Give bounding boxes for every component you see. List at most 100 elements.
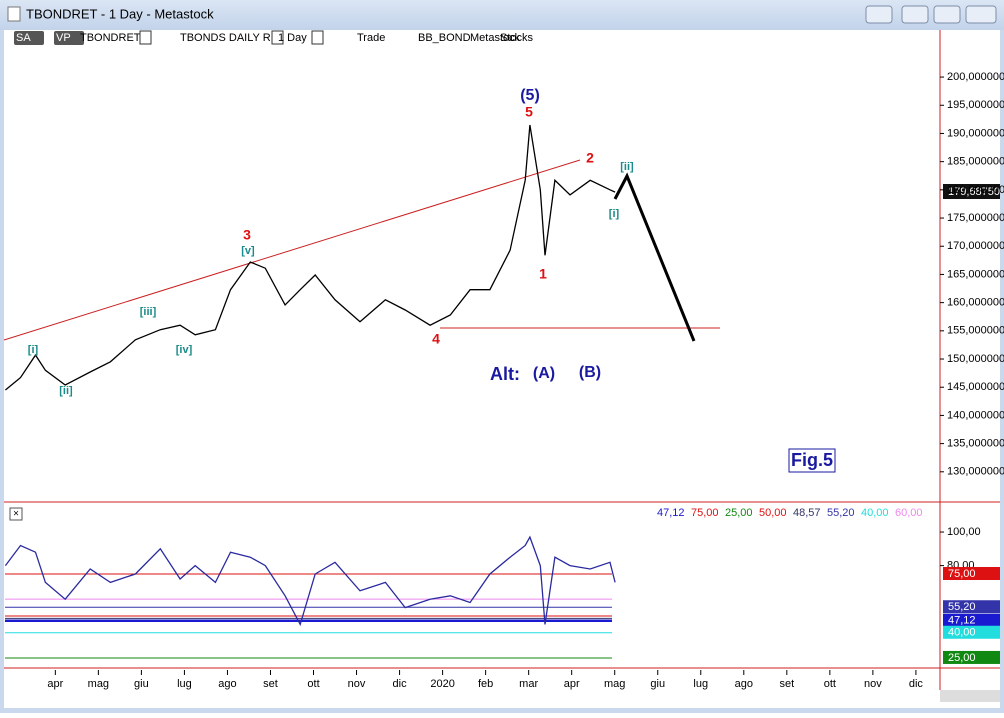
legend-value: 25,00 xyxy=(725,507,753,519)
x-tick-label: giu xyxy=(134,678,149,690)
wave-label: [ii] xyxy=(59,385,73,397)
y-tick-label: 200,000000 xyxy=(947,71,1004,83)
y-tick-label: 155,000000 xyxy=(947,325,1004,337)
wave-label: (B) xyxy=(579,364,601,381)
level-badge xyxy=(943,625,1000,639)
toolbar-item: BB_BOND xyxy=(418,32,471,44)
dropdown[interactable] xyxy=(139,30,152,45)
close-pane-icon: × xyxy=(13,509,19,520)
toolbar-button[interactable] xyxy=(54,31,84,45)
legend-value: 75,00 xyxy=(691,507,719,519)
toolbar-item: SA xyxy=(16,32,31,44)
window-title: TBONDRET - 1 Day - Metastock xyxy=(26,6,214,21)
wave-label: 1 xyxy=(539,266,547,282)
wave-label: [ii] xyxy=(620,161,634,173)
x-tick-label: 2020 xyxy=(430,678,454,690)
toolbar-item: Trade xyxy=(357,32,385,44)
y-tick-label: 185,000000 xyxy=(947,156,1004,168)
y-tick-label: 170,000000 xyxy=(947,240,1004,252)
y-tick-label: 100,00 xyxy=(947,526,981,538)
trend-line xyxy=(3,159,581,341)
x-tick-label: apr xyxy=(564,678,580,690)
toolbar-item: VP xyxy=(56,32,71,44)
y-tick-label: 135,000000 xyxy=(947,438,1004,450)
close-button[interactable] xyxy=(965,5,997,24)
x-tick-label: ago xyxy=(735,678,753,690)
wave-label: 3 xyxy=(243,227,251,243)
level-badge-label: 47,12 xyxy=(948,615,976,627)
dropdown[interactable] xyxy=(311,30,324,45)
x-tick-label: mar xyxy=(519,678,538,690)
y-tick-label: 175,000000 xyxy=(947,212,1004,224)
close-pane-button[interactable] xyxy=(9,507,23,521)
x-tick-label: mag xyxy=(88,678,109,690)
price-line xyxy=(4,535,616,627)
level-badge xyxy=(943,567,1000,581)
wave-label: [iv] xyxy=(176,344,193,356)
app-icon xyxy=(7,6,21,22)
x-tick-label: dic xyxy=(393,678,408,690)
legend-value: 55,20 xyxy=(827,507,855,519)
wave-label: [v] xyxy=(241,245,255,257)
x-tick-label: set xyxy=(263,678,278,690)
price-line xyxy=(4,124,616,391)
x-tick-label: mag xyxy=(604,678,625,690)
fig-box xyxy=(788,448,836,473)
restore-button[interactable] xyxy=(865,5,893,24)
y-tick-label: 180,000000 xyxy=(947,184,1004,196)
x-tick-label: set xyxy=(779,678,794,690)
toolbar-item: TBONDS DAILY RE xyxy=(180,32,278,44)
wave-label: (5) xyxy=(520,87,540,104)
legend-value: 47,12 xyxy=(657,507,685,519)
level-badge xyxy=(943,650,1000,664)
scrollbar[interactable] xyxy=(940,690,1000,702)
level-badge-label: 75,00 xyxy=(948,568,976,580)
wave-label: (A) xyxy=(533,365,555,382)
level-badge-label: 25,00 xyxy=(948,652,976,664)
minimize-button[interactable] xyxy=(901,5,929,24)
y-tick-label: 145,000000 xyxy=(947,381,1004,393)
wave-label: Alt: xyxy=(490,364,520,384)
last-price-badge xyxy=(943,184,1000,199)
x-tick-label: ott xyxy=(824,678,836,690)
wave-label: 5 xyxy=(525,104,533,120)
maximize-button[interactable] xyxy=(933,5,961,24)
wave-label: 4 xyxy=(432,331,440,347)
toolbar-item: TBONDRET xyxy=(80,32,141,44)
legend-value: 40,00 xyxy=(861,507,889,519)
y-tick-label: 130,000000 xyxy=(947,466,1004,478)
x-tick-label: dic xyxy=(909,678,924,690)
projection-line xyxy=(613,172,696,342)
x-tick-label: lug xyxy=(693,678,708,690)
toolbar-button[interactable] xyxy=(14,31,44,45)
y-tick-label: 190,000000 xyxy=(947,127,1004,139)
level-badge-label: 40,00 xyxy=(948,627,976,639)
y-tick-label: 150,000000 xyxy=(947,353,1004,365)
y-tick-label: 160,000000 xyxy=(947,297,1004,309)
y-tick-label: 165,000000 xyxy=(947,268,1004,280)
toolbar-item: Metastock xyxy=(470,32,521,44)
x-tick-label: feb xyxy=(478,678,493,690)
x-tick-label: nov xyxy=(864,678,882,690)
level-badge xyxy=(943,613,1000,627)
last-price: 179,68750 xyxy=(948,186,1000,198)
legend-value: 60,00 xyxy=(895,507,923,519)
fig-label: Fig.5 xyxy=(791,450,833,470)
legend-value: 50,00 xyxy=(759,507,787,519)
wave-label: 2 xyxy=(586,150,594,166)
x-tick-label: apr xyxy=(47,678,63,690)
wave-label: [i] xyxy=(609,208,620,220)
chart-area xyxy=(4,30,1000,708)
level-badge-label: 55,20 xyxy=(948,601,976,613)
legend-value: 48,57 xyxy=(793,507,821,519)
x-tick-label: lug xyxy=(177,678,192,690)
dropdown[interactable] xyxy=(271,30,284,45)
toolbar-item: 1 Day xyxy=(278,32,307,44)
x-tick-label: nov xyxy=(348,678,366,690)
wave-label: [iii] xyxy=(140,306,157,318)
x-tick-label: giu xyxy=(650,678,665,690)
toolbar-item: Stocks xyxy=(500,32,534,44)
title-bar xyxy=(0,0,1004,30)
